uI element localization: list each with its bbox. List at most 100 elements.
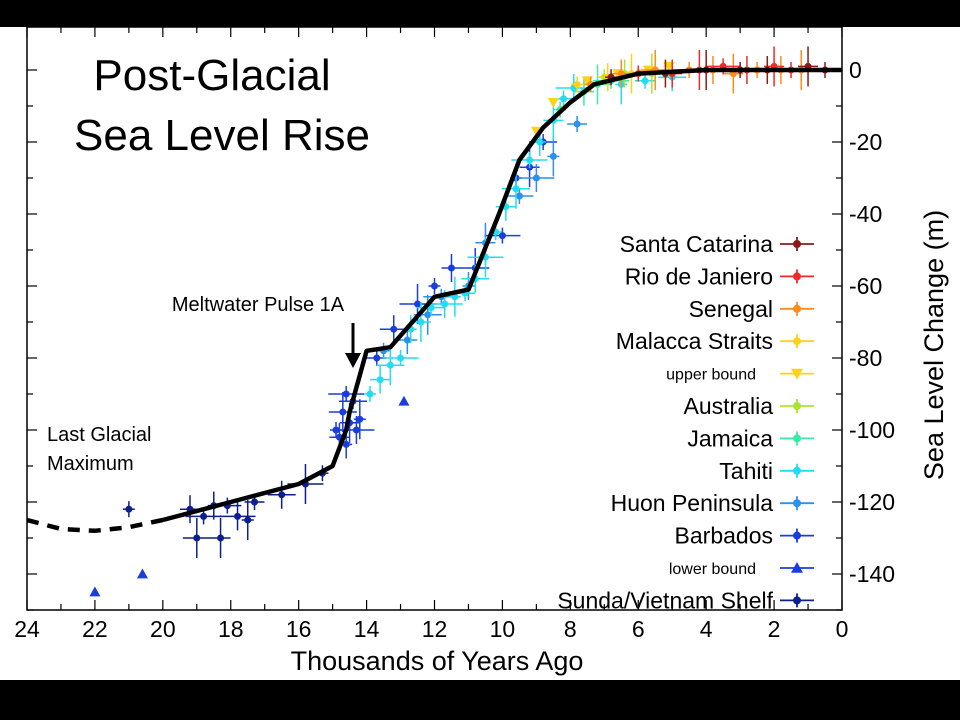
x-tick-label: 12 xyxy=(422,616,448,642)
data-point xyxy=(526,156,534,164)
legend-marker xyxy=(791,562,803,573)
data-point xyxy=(424,311,432,319)
legend-marker xyxy=(793,531,801,540)
x-tick-label: 0 xyxy=(836,616,849,642)
data-point xyxy=(547,98,559,108)
legend-item: Tahiti xyxy=(719,458,814,484)
legend-label: Malacca Straits xyxy=(616,328,773,354)
legend-item: Malacca Straits xyxy=(616,328,814,354)
lgm-label-line1: Last Glacial xyxy=(47,424,152,446)
data-point xyxy=(251,498,259,506)
data-point xyxy=(403,336,411,344)
legend-label: Tahiti xyxy=(719,458,773,484)
x-tick-label: 16 xyxy=(286,616,312,642)
series-huon-peninsula xyxy=(377,116,588,359)
data-point xyxy=(417,318,425,326)
data-point xyxy=(498,232,506,240)
data-point xyxy=(441,300,449,308)
sea-level-curve xyxy=(27,67,842,534)
data-point xyxy=(376,376,384,384)
x-tick-label: 24 xyxy=(14,616,40,642)
y-tick-label: -120 xyxy=(849,489,895,515)
legend-marker xyxy=(793,402,801,410)
x-tick-label: 20 xyxy=(150,616,176,642)
curve-dashed-segment xyxy=(27,517,164,534)
legend-marker xyxy=(791,368,803,380)
data-point xyxy=(573,80,581,88)
chart-title-line2: Sea Level Rise xyxy=(74,111,370,160)
slide: 24 22 20 18 16 14 12 10 8 6 4 2 0 0 -20 -40 -60 -80 -100 -1… xyxy=(0,27,960,680)
data-point xyxy=(398,395,410,406)
x-tick-label: 22 xyxy=(82,616,108,642)
data-point xyxy=(342,390,350,398)
legend-item: upper bound xyxy=(666,367,814,384)
legend-item: lower bound xyxy=(669,561,814,578)
data-point xyxy=(390,325,398,333)
legend-item: Huon Peninsula xyxy=(611,490,814,516)
data-point xyxy=(193,534,201,542)
legend-marker xyxy=(793,434,801,443)
x-tick-label: 4 xyxy=(700,616,713,642)
data-point xyxy=(532,174,540,182)
x-tick-label: 18 xyxy=(218,616,244,642)
legend-item: Santa Catarina xyxy=(620,231,814,257)
series-lower-bound xyxy=(89,395,410,597)
legend-marker xyxy=(793,304,801,313)
data-point xyxy=(447,264,455,272)
data-point xyxy=(549,152,557,160)
data-point xyxy=(244,516,252,524)
x-tick-label: 8 xyxy=(564,616,577,642)
data-point xyxy=(641,77,649,85)
x-axis-label: Thousands of Years Ago xyxy=(291,646,584,676)
data-point xyxy=(414,300,422,308)
legend-marker xyxy=(793,466,801,475)
data-point xyxy=(386,361,394,369)
data-point xyxy=(136,568,148,579)
legend-marker xyxy=(793,337,801,346)
data-point xyxy=(342,440,350,448)
curve-solid-segment xyxy=(162,67,842,523)
data-point xyxy=(200,512,208,520)
legend-item: Sunda/Vietnam Shelf xyxy=(557,587,814,613)
data-point xyxy=(431,282,438,290)
data-point xyxy=(356,415,364,423)
meltwater-pulse-arrowhead xyxy=(345,353,361,368)
legend-marker xyxy=(793,272,801,281)
data-point xyxy=(515,192,523,200)
axis-ticks: 24 22 20 18 16 14 12 10 8 6 4 2 00-20-40-60-80-100-1… xyxy=(14,27,895,642)
legend-label: Santa Catarina xyxy=(620,231,774,257)
data-point xyxy=(366,390,374,398)
legend-marker xyxy=(793,499,801,508)
data-point xyxy=(217,534,225,542)
x-tick-label: 10 xyxy=(490,616,516,642)
x-tick-label: 14 xyxy=(354,616,380,642)
legend-label: Senegal xyxy=(689,296,773,322)
meltwater-pulse-label: Meltwater Pulse 1A xyxy=(172,294,345,316)
legend-label: Huon Peninsula xyxy=(611,490,774,516)
data-point xyxy=(560,95,568,103)
data-point xyxy=(536,138,544,146)
legend-item: Barbados xyxy=(675,523,814,549)
y-tick-label: -80 xyxy=(849,345,882,371)
data-point xyxy=(397,354,405,362)
data-point xyxy=(512,185,520,193)
y-tick-label: -60 xyxy=(849,273,882,299)
legend-marker xyxy=(793,596,801,605)
legend-item: Jamaica xyxy=(687,425,814,451)
data-point xyxy=(332,426,340,434)
legend-label: Rio de Janiero xyxy=(625,263,773,289)
legend-item: Senegal xyxy=(689,296,814,322)
data-point xyxy=(530,126,542,137)
legend-label: Jamaica xyxy=(687,425,773,451)
data-point xyxy=(339,408,347,416)
data-point xyxy=(234,512,242,520)
y-tick-label: -40 xyxy=(849,201,882,227)
legend-item: Australia xyxy=(684,393,814,419)
legend-label: Sunda/Vietnam Shelf xyxy=(557,587,773,613)
x-tick-label: 6 xyxy=(632,616,645,642)
data-point xyxy=(573,120,581,128)
chart-title-line1: Post-Glacial xyxy=(93,51,330,100)
y-tick-label: -20 xyxy=(849,129,882,155)
data-point xyxy=(373,354,381,362)
data-point xyxy=(125,505,133,513)
